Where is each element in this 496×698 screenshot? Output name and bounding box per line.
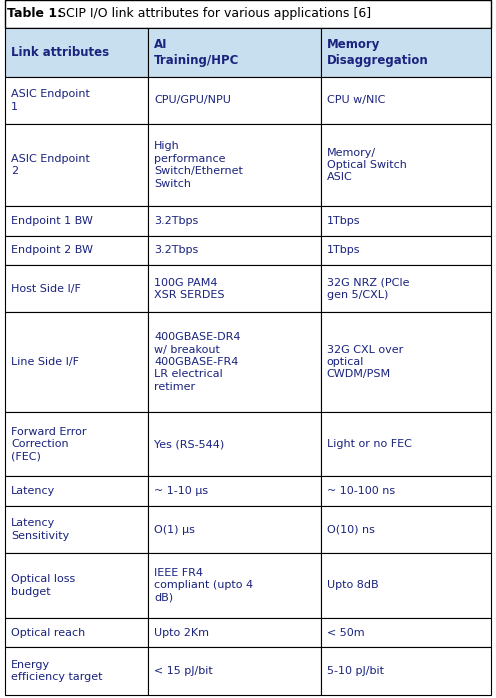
Bar <box>148 206 321 236</box>
Text: 3.2Tbps: 3.2Tbps <box>154 246 198 255</box>
Bar <box>148 506 321 553</box>
Bar <box>5 124 148 206</box>
Bar <box>321 265 491 313</box>
Bar <box>321 618 491 648</box>
Bar <box>148 477 321 506</box>
Bar <box>321 28 491 77</box>
Text: Latency: Latency <box>11 487 55 496</box>
Bar <box>148 124 321 206</box>
Bar <box>5 618 148 648</box>
Bar <box>321 506 491 553</box>
Bar <box>148 28 321 77</box>
Bar <box>5 506 148 553</box>
Bar <box>5 206 148 236</box>
Bar <box>5 236 148 265</box>
Bar <box>5 313 148 412</box>
Text: < 50m: < 50m <box>327 628 365 637</box>
Text: ASIC Endpoint
1: ASIC Endpoint 1 <box>11 89 90 112</box>
Text: 1Tbps: 1Tbps <box>327 246 361 255</box>
Text: Latency
Sensitivity: Latency Sensitivity <box>11 519 69 541</box>
Bar <box>5 0 491 28</box>
Text: Upto 8dB: Upto 8dB <box>327 581 378 591</box>
Text: Host Side I/F: Host Side I/F <box>11 284 81 294</box>
Text: Link attributes: Link attributes <box>11 46 109 59</box>
Text: ~ 10-100 ns: ~ 10-100 ns <box>327 487 395 496</box>
Text: Yes (RS-544): Yes (RS-544) <box>154 439 225 449</box>
Text: O(10) ns: O(10) ns <box>327 525 375 535</box>
Bar <box>321 477 491 506</box>
Bar <box>321 412 491 477</box>
Bar <box>148 236 321 265</box>
Bar <box>148 77 321 124</box>
Text: Forward Error
Correction
(FEC): Forward Error Correction (FEC) <box>11 426 86 461</box>
Text: CPU/GPU/NPU: CPU/GPU/NPU <box>154 96 231 105</box>
Text: Endpoint 2 BW: Endpoint 2 BW <box>11 246 93 255</box>
Text: Table 1:: Table 1: <box>7 8 62 20</box>
Text: 32G CXL over
optical
CWDM/PSM: 32G CXL over optical CWDM/PSM <box>327 345 403 380</box>
Bar <box>5 265 148 313</box>
Bar <box>321 124 491 206</box>
Bar <box>148 412 321 477</box>
Bar <box>148 265 321 313</box>
Text: 1Tbps: 1Tbps <box>327 216 361 225</box>
Text: Upto 2Km: Upto 2Km <box>154 628 209 637</box>
Text: 32G NRZ (PCIe
gen 5/CXL): 32G NRZ (PCIe gen 5/CXL) <box>327 278 409 300</box>
Text: 400GBASE-DR4
w/ breakout
400GBASE-FR4
LR electrical
retimer: 400GBASE-DR4 w/ breakout 400GBASE-FR4 LR… <box>154 332 241 392</box>
Bar <box>321 236 491 265</box>
Text: O(1) μs: O(1) μs <box>154 525 195 535</box>
Bar <box>5 477 148 506</box>
Text: < 15 pJ/bit: < 15 pJ/bit <box>154 666 213 676</box>
Bar <box>321 553 491 618</box>
Text: ~ 1-10 μs: ~ 1-10 μs <box>154 487 208 496</box>
Text: 100G PAM4
XSR SERDES: 100G PAM4 XSR SERDES <box>154 278 225 300</box>
Bar <box>148 648 321 695</box>
Bar <box>5 648 148 695</box>
Text: Memory/
Optical Switch
ASIC: Memory/ Optical Switch ASIC <box>327 147 407 182</box>
Bar <box>321 313 491 412</box>
Text: Energy
efficiency target: Energy efficiency target <box>11 660 102 682</box>
Text: 3.2Tbps: 3.2Tbps <box>154 216 198 225</box>
Bar <box>5 412 148 477</box>
Text: SCIP I/O link attributes for various applications [6]: SCIP I/O link attributes for various app… <box>54 8 371 20</box>
Text: Line Side I/F: Line Side I/F <box>11 357 79 367</box>
Bar <box>148 618 321 648</box>
Text: Optical reach: Optical reach <box>11 628 85 637</box>
Bar <box>321 648 491 695</box>
Bar <box>321 206 491 236</box>
Bar <box>148 553 321 618</box>
Text: Optical loss
budget: Optical loss budget <box>11 574 75 597</box>
Bar <box>5 28 148 77</box>
Bar <box>5 77 148 124</box>
Text: AI
Training/HPC: AI Training/HPC <box>154 38 240 67</box>
Text: Endpoint 1 BW: Endpoint 1 BW <box>11 216 93 225</box>
Text: ASIC Endpoint
2: ASIC Endpoint 2 <box>11 154 90 176</box>
Text: CPU w/NIC: CPU w/NIC <box>327 96 385 105</box>
Text: Light or no FEC: Light or no FEC <box>327 439 412 449</box>
Text: IEEE FR4
compliant (upto 4
dB): IEEE FR4 compliant (upto 4 dB) <box>154 568 253 603</box>
Text: Memory
Disaggregation: Memory Disaggregation <box>327 38 429 67</box>
Bar <box>321 77 491 124</box>
Text: 5-10 pJ/bit: 5-10 pJ/bit <box>327 666 384 676</box>
Bar <box>5 553 148 618</box>
Bar <box>148 313 321 412</box>
Text: High
performance
Switch/Ethernet
Switch: High performance Switch/Ethernet Switch <box>154 141 243 188</box>
